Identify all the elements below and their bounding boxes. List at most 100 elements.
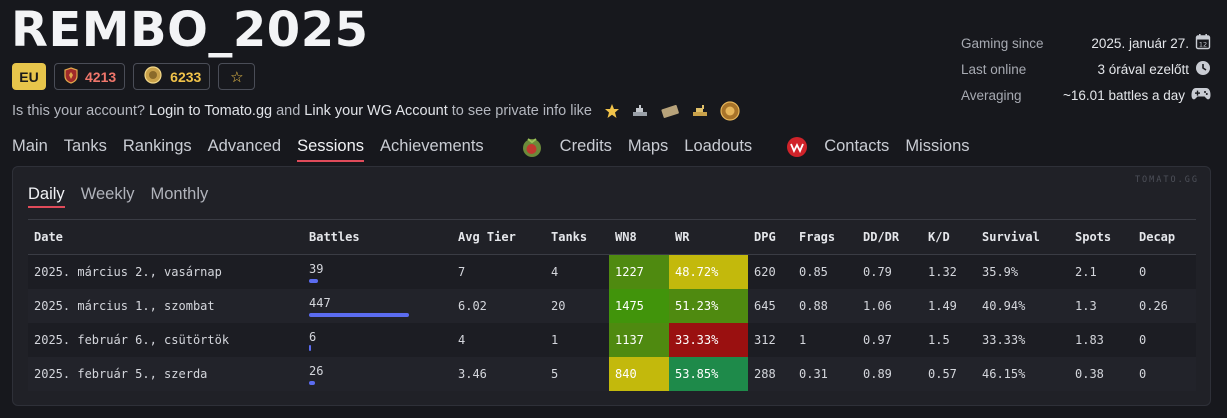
tab-credits[interactable]: Credits [559, 136, 612, 155]
header-wn8[interactable]: WN8 [615, 230, 637, 244]
cell-wr: 51.23% [669, 288, 748, 323]
login-link[interactable]: Login to Tomato.gg [149, 103, 273, 119]
header-wr[interactable]: WR [675, 230, 690, 244]
cell-dpg: 645 [754, 298, 776, 313]
gaming-since-value: 2025. január 27. [1091, 35, 1189, 51]
tab-tanks[interactable]: Tanks [63, 136, 107, 155]
account-middle: and [276, 103, 301, 119]
cell-dpg: 288 [754, 366, 776, 381]
rating-badge[interactable]: 4213 [54, 63, 126, 90]
header-battles[interactable]: Battles [309, 230, 360, 244]
cell-dpg: 620 [754, 264, 776, 279]
cell-wr: 48.72% [669, 254, 748, 289]
rating-value: 4213 [85, 68, 117, 85]
cell-frags: 0.31 [799, 366, 828, 381]
credits-stack-icon [660, 103, 680, 119]
cell-wn8: 840 [609, 356, 669, 391]
table-row[interactable]: 2025. február 6., csütörtök 6 4 1 1137 3… [28, 322, 1196, 357]
header-kd[interactable]: K/D [928, 230, 950, 244]
cell-kd: 0.57 [928, 366, 957, 381]
cell-spots: 0.38 [1075, 366, 1104, 381]
cell-avg-tier: 7 [458, 264, 466, 279]
header-spots[interactable]: Spots [1075, 230, 1112, 244]
cell-tanks: 1 [551, 332, 559, 347]
battles-value: 6 [309, 329, 317, 344]
table-row[interactable]: 2025. március 2., vasárnap 39 7 4 1227 4… [28, 254, 1196, 289]
averaging-row: Averaging ~16.01 battles a day [961, 82, 1211, 108]
tab-missions[interactable]: Missions [905, 136, 970, 155]
favorite-button[interactable]: ☆ [218, 63, 256, 90]
tab-rankings[interactable]: Rankings [122, 136, 192, 155]
battles-bar [309, 278, 318, 283]
medal-badge[interactable]: 6233 [133, 63, 211, 90]
cell-dd-dr: 0.79 [863, 264, 892, 279]
last-online-label: Last online [961, 61, 1027, 77]
battles-value: 447 [309, 295, 331, 310]
account-prefix: Is this your account? [12, 103, 145, 119]
cell-dd-dr: 1.06 [863, 298, 892, 313]
tab-main[interactable]: Main [12, 136, 48, 155]
header-avg-tier[interactable]: Avg Tier [458, 230, 516, 244]
cell-battles: 26 [303, 357, 452, 391]
sessions-table: Date Battles Avg Tier Tanks WN8 WR DPG F… [28, 219, 1196, 391]
rating-shield-icon [63, 66, 79, 87]
header-dpg[interactable]: DPG [754, 230, 776, 244]
cell-decap: 0 [1139, 366, 1147, 381]
cell-tanks: 5 [551, 366, 559, 381]
battles-bar [309, 380, 315, 385]
cell-date: 2025. március 1., szombat [34, 298, 215, 313]
tab-contacts[interactable]: Contacts [824, 136, 890, 155]
cell-survival: 33.33% [982, 332, 1026, 347]
header-dd-dr[interactable]: DD/DR [863, 230, 900, 244]
cell-survival: 40.94% [982, 298, 1026, 313]
cell-battles: 447 [303, 289, 452, 323]
wg-logo-icon[interactable] [786, 136, 808, 158]
star-outline-icon: ☆ [230, 68, 244, 86]
cell-frags: 1 [799, 332, 807, 347]
calendar-icon: 12 [1195, 33, 1211, 53]
header-tanks[interactable]: Tanks [551, 230, 588, 244]
table-row[interactable]: 2025. március 1., szombat 447 6.02 20 14… [28, 288, 1196, 323]
cell-spots: 1.83 [1075, 332, 1104, 347]
header-survival[interactable]: Survival [982, 230, 1040, 244]
subtab-daily[interactable]: Daily [28, 185, 65, 208]
tab-loadouts[interactable]: Loadouts [684, 136, 753, 155]
cell-date: 2025. február 5., szerda [34, 366, 208, 381]
tab-advanced[interactable]: Advanced [207, 136, 282, 155]
cell-kd: 1.49 [928, 298, 957, 313]
cell-survival: 35.9% [982, 264, 1019, 279]
subtab-weekly[interactable]: Weekly [80, 185, 135, 203]
cell-decap: 0 [1139, 332, 1147, 347]
header-frags[interactable]: Frags [799, 230, 836, 244]
tomato-icon[interactable] [520, 135, 544, 159]
link-wg-account-link[interactable]: Link your WG Account [304, 103, 448, 119]
header-date[interactable]: Date [34, 230, 63, 244]
watermark: TOMATO.GG [1134, 175, 1199, 185]
cell-dd-dr: 0.97 [863, 332, 892, 347]
battles-bar [309, 344, 311, 351]
table-header-row: Date Battles Avg Tier Tanks WN8 WR DPG F… [28, 219, 1196, 255]
tab-achievements[interactable]: Achievements [380, 136, 484, 155]
averaging-value: ~16.01 battles a day [1063, 87, 1185, 103]
cell-dpg: 312 [754, 332, 776, 347]
cell-date: 2025. február 6., csütörtök [34, 332, 230, 347]
account-stats: Gaming since 2025. január 27. 12 Last on… [961, 30, 1211, 108]
tab-sessions[interactable]: Sessions [297, 137, 364, 162]
header-decap[interactable]: Decap [1139, 230, 1176, 244]
gold-tank-icon [691, 103, 709, 119]
battles-bar [309, 312, 409, 317]
battles-value: 39 [309, 261, 324, 276]
clock-icon [1195, 60, 1211, 79]
cell-tanks: 20 [551, 298, 566, 313]
cell-wn8: 1137 [609, 322, 669, 357]
region-badge: EU [12, 63, 46, 90]
cell-avg-tier: 3.46 [458, 366, 487, 381]
sessions-table-wrap: Date Battles Avg Tier Tanks WN8 WR DPG F… [28, 219, 1196, 391]
cell-decap: 0.26 [1139, 298, 1168, 313]
medal-value: 6233 [170, 68, 202, 85]
table-row[interactable]: 2025. február 5., szerda 26 3.46 5 840 5… [28, 356, 1196, 391]
cell-tanks: 4 [551, 264, 559, 279]
tab-maps[interactable]: Maps [627, 136, 669, 155]
subtab-monthly[interactable]: Monthly [150, 185, 209, 203]
star-icon [604, 103, 620, 119]
